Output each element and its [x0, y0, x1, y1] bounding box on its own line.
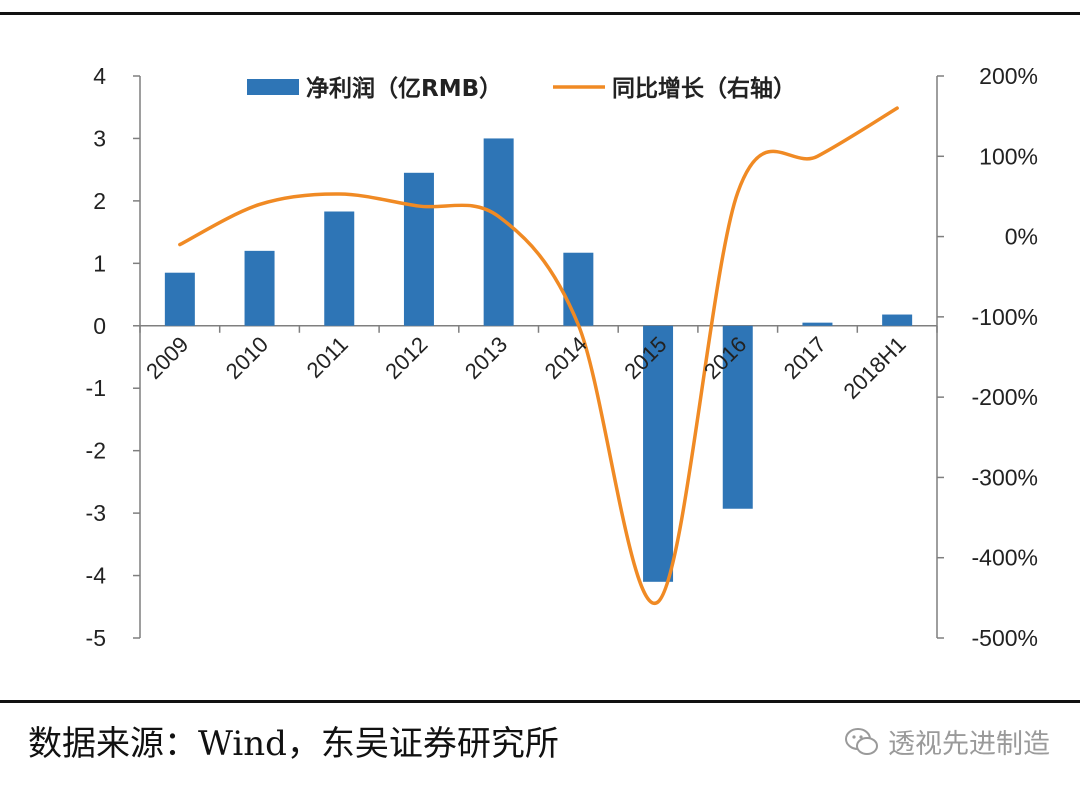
category-label: 2018H1 — [839, 332, 911, 404]
right-tick-label: 200% — [979, 63, 1038, 89]
bar-2017 — [802, 322, 833, 326]
category-label: 2011 — [302, 332, 353, 383]
left-tick-label: 3 — [93, 125, 106, 151]
legend-label-line: 同比增长（右轴） — [612, 75, 796, 102]
bar-2012 — [403, 172, 434, 326]
source-note: 数据来源：Wind，东吴证券研究所 — [28, 724, 559, 764]
bar-2009 — [164, 272, 195, 326]
left-tick-label: -2 — [86, 438, 106, 464]
wechat-icon — [845, 727, 878, 755]
category-label: 2010 — [221, 332, 273, 384]
bar-2018H1 — [882, 314, 913, 326]
bottom-rule — [0, 700, 1080, 703]
bar-2010 — [244, 250, 275, 326]
category-label: 2012 — [380, 332, 432, 384]
growth-line — [178, 106, 899, 606]
left-tick-label: 1 — [93, 250, 106, 276]
watermark: 透视先进制造 — [844, 722, 1050, 761]
line-series — [178, 106, 899, 606]
top-rule — [0, 12, 1080, 15]
left-tick-label: -4 — [86, 563, 107, 589]
category-label: 2009 — [141, 332, 193, 384]
bar-2014 — [563, 252, 594, 326]
bar-2015 — [643, 325, 674, 582]
left-tick-label: 0 — [93, 313, 106, 339]
bar-series — [164, 138, 913, 582]
axis-labels: 4 3 2 1 0 -1 -2 -3 -4 -5 200% 100% 0% -100% -200% -300%… — [86, 63, 1038, 651]
left-tick-label: -5 — [86, 625, 106, 651]
left-tick-label: -1 — [86, 375, 106, 401]
category-label: 2013 — [460, 332, 512, 384]
legend-swatch-bar — [247, 79, 299, 95]
right-tick-label: 100% — [979, 143, 1038, 169]
legend: 净利润（亿RMB） 同比增长（右轴） — [247, 75, 796, 102]
bar-2011 — [324, 211, 355, 326]
left-tick-label: 2 — [93, 188, 106, 214]
right-tick-label: -500% — [972, 625, 1038, 651]
bar-2016 — [722, 325, 753, 509]
right-tick-label: -300% — [972, 464, 1038, 490]
right-tick-label: -200% — [972, 384, 1038, 410]
bar-2013 — [483, 138, 514, 326]
chart: 4 3 2 1 0 -1 -2 -3 -4 -5 200% 100% 0% -100% -200% -300%… — [86, 63, 1038, 651]
left-tick-label: -3 — [86, 500, 106, 526]
right-tick-label: -400% — [972, 545, 1038, 571]
left-tick-label: 4 — [93, 63, 106, 89]
legend-label-bar: 净利润（亿RMB） — [306, 75, 502, 102]
right-tick-label: 0% — [1005, 224, 1038, 250]
watermark-text: 透视先进制造 — [888, 729, 1050, 760]
right-tick-label: -100% — [972, 304, 1038, 330]
category-label: 2017 — [779, 332, 831, 384]
